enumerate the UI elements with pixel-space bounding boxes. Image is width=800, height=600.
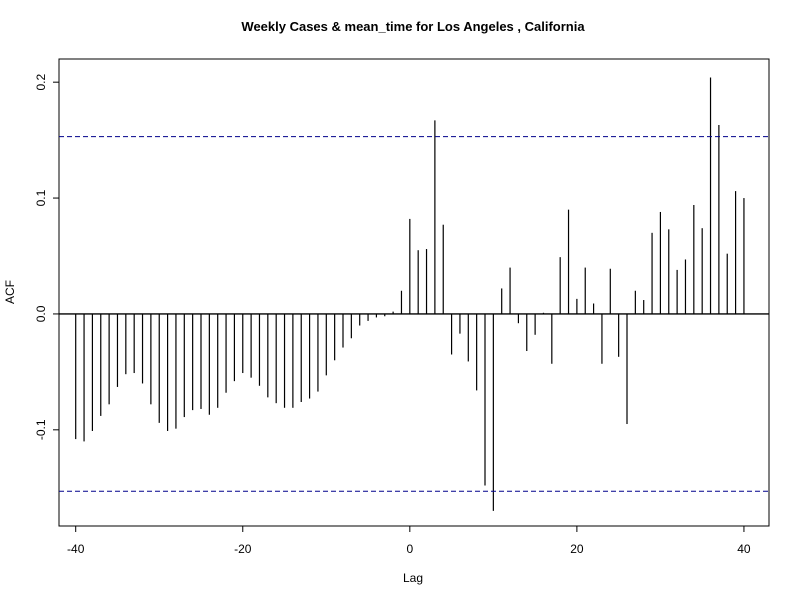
x-tick-label: 20 bbox=[570, 542, 584, 556]
y-tick-label: 0.0 bbox=[34, 305, 48, 322]
x-tick-label: -40 bbox=[67, 542, 85, 556]
x-tick-label: 0 bbox=[406, 542, 413, 556]
plot-frame bbox=[58, 58, 770, 527]
reference-lines bbox=[59, 136, 769, 492]
x-axis-label: Lag bbox=[403, 571, 423, 585]
chart-title: Weekly Cases & mean_time for Los Angeles… bbox=[241, 19, 585, 34]
x-tick-label: -20 bbox=[234, 542, 252, 556]
x-axis: -40 -20 0 20 40 bbox=[67, 526, 751, 556]
y-tick-label: -0.1 bbox=[34, 419, 48, 440]
y-axis-label: ACF bbox=[3, 280, 17, 304]
y-tick-label: 0.2 bbox=[34, 74, 48, 91]
y-axis: -0.1 0.0 0.1 0.2 bbox=[34, 74, 59, 440]
x-tick-label: 40 bbox=[737, 542, 751, 556]
acf-bars bbox=[75, 77, 745, 511]
y-tick-label: 0.1 bbox=[34, 189, 48, 206]
